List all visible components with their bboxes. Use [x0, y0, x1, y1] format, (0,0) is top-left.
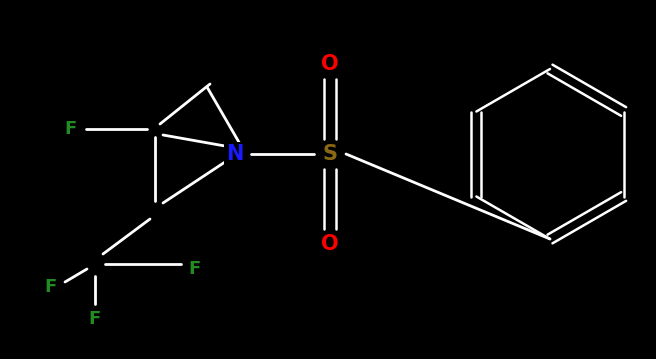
- Text: O: O: [321, 234, 338, 254]
- Text: O: O: [321, 54, 338, 74]
- Text: F: F: [189, 260, 201, 278]
- Text: N: N: [226, 144, 243, 164]
- Text: F: F: [64, 120, 76, 138]
- Text: S: S: [323, 144, 337, 164]
- Text: F: F: [89, 310, 101, 328]
- Text: F: F: [44, 278, 56, 296]
